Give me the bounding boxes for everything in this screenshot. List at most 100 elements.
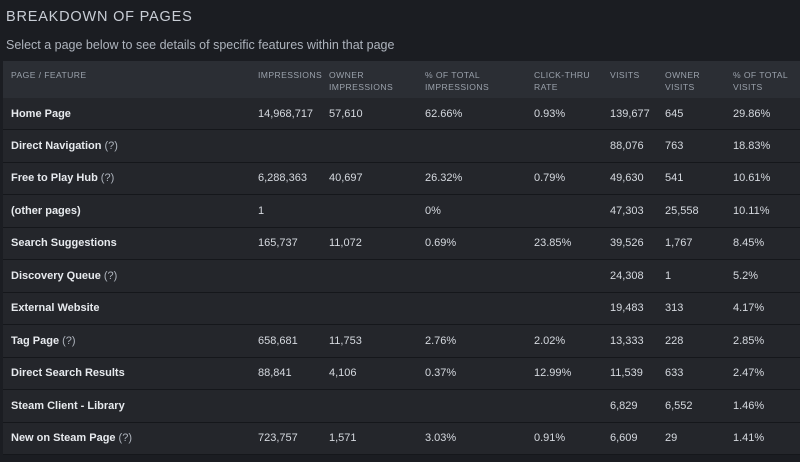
ctr-cell: 12.99% <box>534 367 572 380</box>
owner-visits-cell: 541 <box>665 172 684 185</box>
page-name: External Website <box>11 302 100 315</box>
ctr-cell: 0.93% <box>534 107 566 120</box>
table-row[interactable]: Home Page 14,968,717 57,610 62.66% 0.93% 139,… <box>3 98 800 130</box>
table-row[interactable]: Free to Play Hub (?) 6,288,363 40,697 26.32%… <box>3 162 800 195</box>
pct-impressions-cell: 2.76% <box>425 334 457 347</box>
pct-impressions-cell: 26.32% <box>425 172 463 185</box>
owner-impressions-cell: 4,106 <box>329 367 357 380</box>
impressions-cell: 165,737 <box>258 237 298 250</box>
page-name-cell: Free to Play Hub (?) <box>11 163 114 195</box>
help-tooltip-icon[interactable]: (?) <box>103 269 118 282</box>
impressions-cell: 88,841 <box>258 367 292 380</box>
ctr-cell: 2.02% <box>534 334 566 347</box>
visits-cell: 11,539 <box>610 367 643 380</box>
help-tooltip-icon[interactable]: (?) <box>100 172 115 185</box>
owner-visits-cell: 313 <box>665 302 684 315</box>
table-row[interactable]: Direct Navigation (?) 88,076 763 18.83% <box>3 130 800 163</box>
owner-visits-cell: 645 <box>665 107 684 120</box>
page-name: Tag Page <box>11 334 60 347</box>
page-name: Direct Navigation <box>11 139 102 152</box>
owner-visits-cell: 6,552 <box>665 399 693 412</box>
pct-visits-cell: 8.45% <box>733 237 765 250</box>
ctr-cell: 0.79% <box>534 172 566 185</box>
pct-visits-cell: 2.47% <box>733 367 765 380</box>
page-name-cell: Direct Navigation (?) <box>11 130 118 162</box>
page-name-cell: (other pages) <box>11 195 84 227</box>
pct-impressions-cell: 0.69% <box>425 237 457 250</box>
pct-visits-cell: 5.2% <box>733 269 759 282</box>
visits-cell: 13,333 <box>610 334 644 347</box>
visits-cell: 139,677 <box>610 107 650 120</box>
visits-cell: 6,829 <box>610 399 638 412</box>
page-name: Free to Play Hub <box>11 172 98 185</box>
table-row[interactable]: New on Steam Page (?) 723,757 1,571 3.03% 0.9… <box>3 422 800 455</box>
page-name-cell: Tag Page (?) <box>11 325 76 357</box>
pct-visits-cell: 1.41% <box>733 432 765 445</box>
header-pct-total-visits[interactable]: % OF TOTAL VISITS <box>733 70 789 92</box>
table-row[interactable]: Tag Page (?) 658,681 11,753 2.76% 2.02% 13,333… <box>3 325 800 358</box>
header-click-thru-rate[interactable]: CLICK-THRU RATE <box>534 70 591 92</box>
owner-impressions-cell: 40,697 <box>329 172 363 185</box>
page-name: Search Suggestions <box>11 237 117 250</box>
page-name-cell: New on Steam Page (?) <box>11 423 132 455</box>
pct-visits-cell: 10.61% <box>733 172 771 185</box>
impressions-cell: 658,681 <box>258 334 298 347</box>
table-row[interactable]: Discovery Queue (?) 24,308 1 5.2% <box>3 260 800 293</box>
ctr-cell: 23.85% <box>534 237 572 250</box>
impressions-cell: 14,968,717 <box>258 107 314 120</box>
visits-cell: 24,308 <box>610 269 644 282</box>
page-name-cell: Direct Search Results <box>11 358 128 390</box>
table-body: Home Page 14,968,717 57,610 62.66% 0.93% 139,… <box>3 98 800 455</box>
page-name: Home Page <box>11 107 71 120</box>
owner-impressions-cell: 1,571 <box>329 432 357 445</box>
help-tooltip-icon[interactable]: (?) <box>104 139 118 152</box>
pct-visits-cell: 29.86% <box>733 107 771 120</box>
page-name: Direct Search Results <box>11 367 125 380</box>
owner-impressions-cell: 11,753 <box>329 334 362 347</box>
page-name: New on Steam Page <box>11 432 116 445</box>
owner-visits-cell: 228 <box>665 334 684 347</box>
pages-table: PAGE / FEATURE IMPRESSIONS OWNER IMPRESSI… <box>3 61 800 462</box>
visits-cell: 47,303 <box>610 204 644 217</box>
table-row[interactable]: Direct Search Results 88,841 4,106 0.37% 12.… <box>3 357 800 390</box>
page-name: (other pages) <box>11 204 81 217</box>
page-name-cell: Home Page <box>11 98 74 129</box>
header-page-feature[interactable]: PAGE / FEATURE <box>11 70 87 80</box>
help-tooltip-icon[interactable]: (?) <box>118 432 132 445</box>
impressions-cell: 723,757 <box>258 432 298 445</box>
pct-visits-cell: 10.11% <box>733 204 770 217</box>
pct-impressions-cell: 3.03% <box>425 432 457 445</box>
owner-visits-cell: 1,767 <box>665 237 693 250</box>
visits-cell: 6,609 <box>610 432 638 445</box>
ctr-cell: 0.91% <box>534 432 566 445</box>
header-owner-impressions[interactable]: OWNER IMPRESSIONS <box>329 70 394 92</box>
pct-visits-cell: 4.17% <box>733 302 765 315</box>
impressions-cell: 1 <box>258 204 265 217</box>
table-row[interactable]: (other pages) 1 0% 47,303 25,558 10.11% <box>3 195 800 228</box>
visits-cell: 49,630 <box>610 172 644 185</box>
owner-impressions-cell: 57,610 <box>329 107 363 120</box>
page-name: Discovery Queue <box>11 269 101 282</box>
help-tooltip-icon[interactable]: (?) <box>62 334 76 347</box>
pct-impressions-cell: 62.66% <box>425 107 463 120</box>
header-pct-total-impressions[interactable]: % OF TOTAL IMPRESSIONS <box>425 70 490 92</box>
pct-visits-cell: 1.46% <box>733 399 765 412</box>
header-visits[interactable]: VISITS <box>610 70 640 80</box>
header-owner-visits[interactable]: OWNER VISITS <box>665 70 700 92</box>
page-name-cell: Discovery Queue (?) <box>11 260 117 292</box>
table-row[interactable]: Search Suggestions 165,737 11,072 0.69% 23.8… <box>3 227 800 260</box>
impressions-cell: 6,288,363 <box>258 172 307 185</box>
table-row[interactable]: Steam Client - Library 6,829 6,552 1.46% <box>3 390 800 423</box>
owner-impressions-cell: 11,072 <box>329 237 362 250</box>
owner-visits-cell: 25,558 <box>665 204 699 217</box>
header-impressions[interactable]: IMPRESSIONS <box>258 70 323 80</box>
pct-impressions-cell: 0% <box>425 204 441 217</box>
pct-visits-cell: 18.83% <box>733 139 771 152</box>
visits-cell: 88,076 <box>610 139 644 152</box>
pct-visits-cell: 2.85% <box>733 334 765 347</box>
visits-cell: 19,483 <box>610 302 644 315</box>
section-title: BREAKDOWN OF PAGES <box>6 9 193 25</box>
owner-visits-cell: 763 <box>665 139 684 152</box>
table-row[interactable]: External Website 19,483 313 4.17% <box>3 292 800 325</box>
